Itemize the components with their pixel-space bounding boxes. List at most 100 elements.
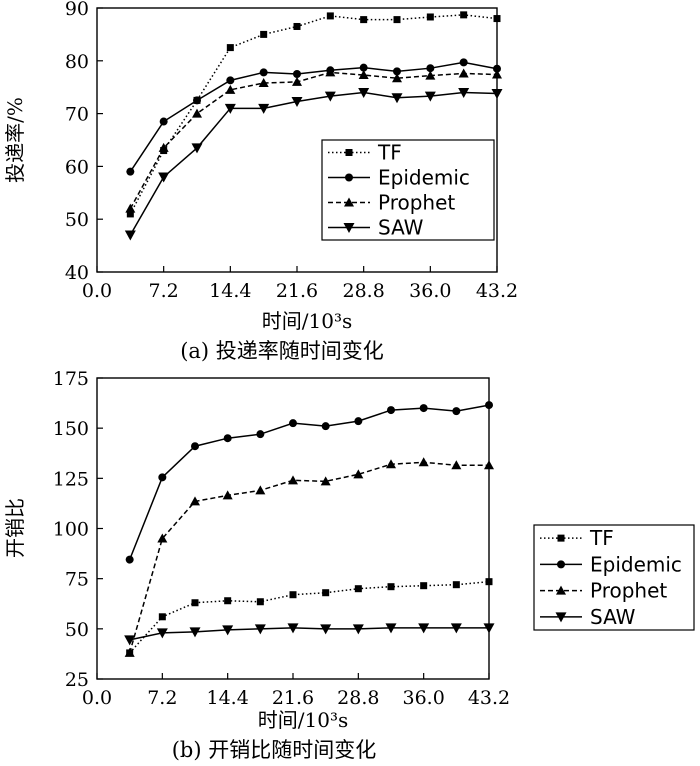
x-tick-label: 43.2 xyxy=(476,280,518,302)
data-point xyxy=(485,578,493,586)
data-point xyxy=(420,582,428,590)
data-point xyxy=(259,68,268,77)
x-tick-label: 14.4 xyxy=(209,280,251,302)
chart-caption: (b) 开销比随时间变化 xyxy=(172,738,377,762)
data-point xyxy=(387,583,395,591)
data-point xyxy=(190,496,200,506)
data-point xyxy=(352,624,364,635)
data-point xyxy=(124,647,135,657)
data-point xyxy=(192,108,202,118)
legend-label-tf: TF xyxy=(589,526,614,550)
data-point xyxy=(226,44,234,52)
data-point xyxy=(391,93,403,104)
y-tick-label: 50 xyxy=(65,209,89,231)
series-line xyxy=(129,627,489,641)
data-point xyxy=(293,22,301,30)
legend-label-prophet: Prophet xyxy=(590,579,667,603)
series-saw xyxy=(124,623,495,646)
data-point xyxy=(191,143,203,154)
legend-label-epidemic: Epidemic xyxy=(378,166,470,190)
x-tick-label: 0.0 xyxy=(82,687,112,709)
chart-caption: (a) 投递率随时间变化 xyxy=(180,339,384,363)
legend-marker xyxy=(557,534,565,542)
data-point xyxy=(450,623,462,634)
data-point xyxy=(387,406,395,415)
y-tick-label: 100 xyxy=(53,519,89,541)
x-tick-label: 14.4 xyxy=(207,687,249,709)
data-point xyxy=(354,417,363,426)
data-point xyxy=(459,58,468,67)
y-tick-label: 50 xyxy=(65,619,89,641)
x-tick-label: 7.2 xyxy=(149,280,179,302)
data-point xyxy=(125,555,134,564)
data-point xyxy=(358,70,369,80)
series-saw xyxy=(124,87,503,241)
data-point xyxy=(493,64,501,73)
data-point xyxy=(484,460,494,470)
x-tick-label: 36.0 xyxy=(403,687,445,709)
data-point xyxy=(393,16,401,24)
x-axis-label: 时间/10³s xyxy=(258,708,348,732)
data-point xyxy=(460,11,468,19)
y-tick-label: 125 xyxy=(53,468,89,490)
legend-marker xyxy=(556,585,566,595)
data-point xyxy=(325,67,336,77)
data-point xyxy=(159,117,168,126)
data-point xyxy=(289,591,297,599)
data-point xyxy=(424,91,436,102)
x-axis-label: 时间/10³s xyxy=(262,309,352,333)
data-point xyxy=(157,533,168,543)
x-tick-label: 36.0 xyxy=(409,280,451,302)
data-point xyxy=(451,460,462,470)
series-epidemic xyxy=(126,58,501,176)
data-point xyxy=(418,457,429,467)
series-line xyxy=(129,14,498,215)
data-point xyxy=(289,419,297,428)
y-tick-label: 70 xyxy=(65,104,89,126)
data-point xyxy=(126,167,135,176)
data-point xyxy=(320,476,331,486)
data-point xyxy=(222,625,234,636)
data-point xyxy=(224,597,232,605)
data-point xyxy=(255,485,266,495)
data-point xyxy=(485,401,493,410)
series-line xyxy=(129,71,498,210)
y-tick-label: 80 xyxy=(65,51,89,73)
legend-label-saw: SAW xyxy=(590,605,636,629)
chart-1: 0.0 7.2 14.4 21.6 28.8 36.0 43.2 25 50 75 100 125 15… xyxy=(3,368,695,762)
series-line xyxy=(129,580,490,654)
data-point xyxy=(452,407,461,416)
data-point xyxy=(419,404,428,413)
y-axis-label: 开销比 xyxy=(3,498,27,558)
legend-marker xyxy=(555,612,567,623)
series-line xyxy=(129,91,498,236)
data-point xyxy=(223,434,232,443)
x-tick-label: 21.6 xyxy=(276,280,318,302)
x-tick-label: 43.2 xyxy=(468,687,510,709)
data-point xyxy=(256,430,265,439)
data-point xyxy=(193,96,201,105)
legend-label-saw: SAW xyxy=(378,216,424,240)
legend-box xyxy=(321,139,495,241)
chart-0: 0.0 7.2 14.4 21.6 28.8 36.0 43.2 40 50 60 70 80 90 时间… xyxy=(3,0,518,363)
legend-marker xyxy=(557,560,565,569)
y-tick-label: 25 xyxy=(65,669,89,691)
data-point xyxy=(418,623,430,634)
data-point xyxy=(258,77,269,87)
series-line xyxy=(128,404,490,560)
data-point xyxy=(353,469,364,479)
data-point xyxy=(288,475,298,485)
data-point xyxy=(425,70,436,80)
data-point xyxy=(291,96,303,107)
data-point xyxy=(189,627,201,638)
x-tick-label: 0.0 xyxy=(82,280,112,302)
data-point xyxy=(359,63,368,72)
legend-label-epidemic: Epidemic xyxy=(590,552,682,576)
data-point xyxy=(256,598,264,606)
data-point xyxy=(156,628,168,639)
data-point xyxy=(360,16,368,24)
data-point xyxy=(292,76,302,86)
data-point xyxy=(458,87,470,98)
data-point xyxy=(358,87,370,98)
